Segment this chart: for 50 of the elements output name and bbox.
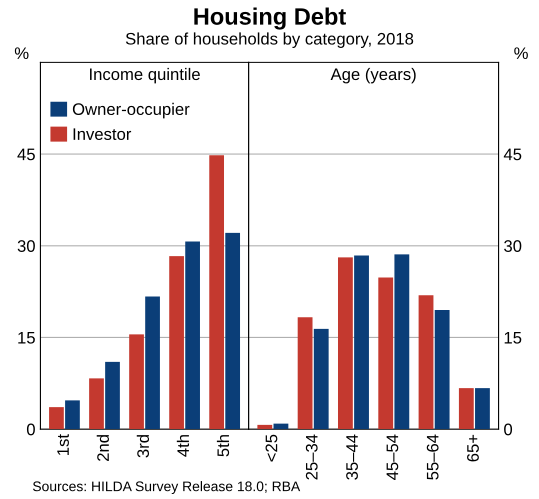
bar bbox=[169, 256, 184, 430]
bar bbox=[314, 328, 329, 430]
bar bbox=[89, 378, 104, 430]
bar bbox=[298, 317, 313, 430]
source-note: Sources: HILDA Survey Release 18.0; RBA bbox=[32, 481, 300, 494]
annotation: Age (years) bbox=[330, 68, 416, 84]
x-tick-label: 2nd bbox=[96, 435, 109, 461]
y-tick-label: 45 bbox=[17, 148, 35, 160]
y-tick-label: 45 bbox=[504, 148, 522, 160]
bar bbox=[354, 256, 369, 430]
y-tick-label: 0 bbox=[26, 424, 35, 436]
bar bbox=[434, 310, 450, 430]
y-tick-label: 30 bbox=[504, 240, 522, 252]
chart-subtitle: Share of households by category, 2018 bbox=[126, 32, 414, 48]
x-tick-label: 4th bbox=[176, 435, 190, 457]
bar bbox=[418, 295, 434, 430]
bar bbox=[225, 232, 240, 430]
bar bbox=[274, 424, 288, 430]
bar bbox=[129, 334, 144, 430]
bar bbox=[105, 362, 120, 430]
x-tick-label: 35–44 bbox=[346, 434, 358, 480]
y-tick-label: 0 bbox=[504, 424, 512, 436]
legend-label: Owner-occupier bbox=[72, 102, 190, 118]
y-tick-label: 15 bbox=[18, 332, 35, 344]
bar bbox=[458, 388, 474, 430]
x-tick-label: 1st bbox=[57, 434, 69, 455]
bar bbox=[185, 241, 200, 430]
bar bbox=[378, 278, 394, 430]
bar bbox=[65, 400, 80, 430]
bar bbox=[338, 257, 353, 430]
x-tick-label: 25–34 bbox=[306, 434, 318, 480]
x-tick-label: 65+ bbox=[467, 434, 479, 462]
bar bbox=[394, 254, 410, 430]
bar bbox=[49, 407, 64, 430]
chart-title: Housing Debt bbox=[194, 7, 346, 30]
annotation: Income quintile bbox=[90, 68, 200, 84]
bar bbox=[145, 296, 160, 430]
bar bbox=[475, 388, 490, 430]
legend-label: Investor bbox=[74, 128, 132, 140]
y-axis-title: % bbox=[14, 47, 28, 60]
bar bbox=[257, 424, 272, 430]
y-tick-label: 15 bbox=[504, 332, 522, 344]
y-axis-title: % bbox=[514, 47, 528, 60]
x-tick-label: 3rd bbox=[136, 435, 150, 458]
bar bbox=[209, 155, 224, 430]
x-tick-label: 55–64 bbox=[426, 434, 439, 480]
y-tick-label: 30 bbox=[18, 240, 35, 252]
x-tick-label: 45–54 bbox=[386, 434, 398, 480]
x-tick-label: 5th bbox=[216, 435, 230, 456]
x-tick-label: <25 bbox=[266, 434, 278, 462]
